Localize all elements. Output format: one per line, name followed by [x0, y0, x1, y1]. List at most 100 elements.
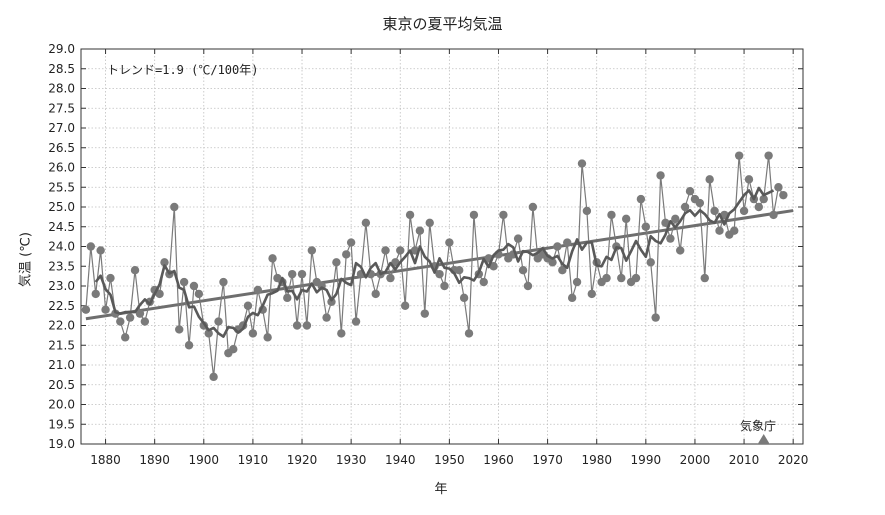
annual-point — [327, 297, 336, 306]
y-tick-label: 21.5 — [48, 338, 75, 352]
annual-point — [631, 273, 641, 283]
y-tick-label: 19.5 — [48, 417, 75, 431]
annual-point — [405, 210, 415, 220]
x-tick-label: 2000 — [680, 453, 711, 467]
annual-point — [602, 273, 611, 283]
moving-average-series — [94, 186, 775, 338]
annual-point — [769, 210, 778, 220]
x-tick-label: 2010 — [729, 453, 760, 467]
annual-point — [214, 317, 223, 326]
y-tick-label: 28.5 — [48, 62, 75, 76]
annual-point — [513, 234, 523, 243]
annual-point — [680, 202, 690, 212]
annual-point — [621, 214, 631, 224]
annual-point — [641, 222, 651, 231]
moving-average-line — [94, 186, 775, 338]
y-tick-label: 29.0 — [48, 42, 75, 56]
annual-point — [567, 293, 577, 303]
x-tick-label: 1940 — [385, 453, 416, 467]
y-tick-label: 26.0 — [48, 161, 75, 175]
credit-label: 気象庁 — [740, 419, 777, 433]
annual-point — [671, 214, 680, 224]
x-tick-label: 2020 — [778, 453, 809, 467]
annual-series — [81, 151, 788, 382]
annual-point — [386, 273, 395, 283]
annual-point — [656, 171, 665, 180]
annual-point — [361, 218, 371, 227]
annual-point — [253, 285, 263, 295]
annual-point — [229, 345, 238, 354]
x-axis-label: 年 — [434, 482, 448, 497]
annual-point — [454, 266, 464, 275]
annual-point — [661, 218, 670, 227]
annual-point — [435, 269, 444, 279]
annual-point — [307, 246, 317, 255]
annual-point — [189, 281, 199, 291]
annual-point — [243, 301, 253, 310]
annual-point — [774, 183, 783, 192]
annual-point — [617, 273, 626, 283]
y-axis-label: 気温 (℃) — [18, 232, 34, 287]
annual-point — [302, 321, 312, 330]
y-tick-label: 22.5 — [48, 299, 75, 313]
annual-point — [396, 246, 405, 255]
annual-point — [553, 242, 562, 251]
annual-point — [646, 258, 655, 267]
annual-point — [400, 301, 410, 310]
annual-point — [636, 194, 646, 204]
annual-point — [779, 190, 788, 200]
y-tick-label: 20.5 — [48, 378, 75, 392]
annual-point — [754, 202, 763, 212]
annual-point — [563, 238, 572, 247]
annual-point — [759, 194, 768, 204]
trend-line-segment — [85, 209, 794, 321]
x-tick-label: 1880 — [90, 453, 121, 467]
annual-point — [715, 226, 724, 235]
x-tick-label: 1900 — [189, 453, 220, 467]
x-tick-label: 1930 — [336, 453, 367, 467]
credit-marker — [757, 434, 770, 444]
annual-point — [764, 151, 773, 160]
plot-frame — [80, 48, 804, 445]
annual-point — [204, 329, 213, 338]
annual-point — [209, 372, 218, 382]
annual-point — [283, 293, 292, 303]
annual-point — [106, 273, 115, 283]
annual-point — [263, 333, 272, 342]
annual-point — [175, 325, 184, 334]
y-tick-label: 27.0 — [48, 121, 75, 135]
annual-point — [101, 305, 110, 314]
annual-point — [700, 273, 709, 283]
annual-point — [351, 317, 361, 326]
annual-point — [292, 321, 302, 330]
annual-point — [219, 277, 228, 287]
annual-point — [587, 289, 597, 299]
annual-point — [81, 305, 91, 314]
grid — [81, 48, 803, 445]
y-tick-label: 24.0 — [48, 240, 75, 254]
annual-point — [685, 187, 695, 196]
chart-title: 東京の夏平均気温 — [382, 15, 503, 33]
annual-point — [572, 277, 582, 287]
annual-point — [121, 333, 130, 342]
y-tick-label: 20.0 — [48, 398, 75, 412]
y-tick-label: 28.0 — [48, 82, 75, 96]
y-tick-label: 19.0 — [48, 437, 75, 451]
y-tick-label: 24.5 — [48, 220, 75, 234]
annual-point — [666, 234, 675, 243]
annual-point — [346, 238, 356, 247]
annual-point — [342, 250, 351, 259]
annual-point — [464, 329, 474, 338]
annual-point — [420, 309, 430, 318]
annual-point — [371, 289, 380, 299]
y-tick-label: 25.0 — [48, 200, 75, 214]
annual-point — [523, 281, 533, 291]
annual-point — [160, 258, 169, 267]
annual-point — [469, 210, 479, 220]
annual-point — [140, 317, 150, 326]
annual-point — [479, 277, 488, 287]
annual-point — [91, 289, 100, 299]
y-tick-label: 22.0 — [48, 319, 75, 333]
y-tick-label: 27.5 — [48, 101, 75, 115]
axes: 19.0 19.5 20.0 20.5 21.0 21.5 22.0 22.5 23.0 23.5… — [48, 42, 808, 467]
